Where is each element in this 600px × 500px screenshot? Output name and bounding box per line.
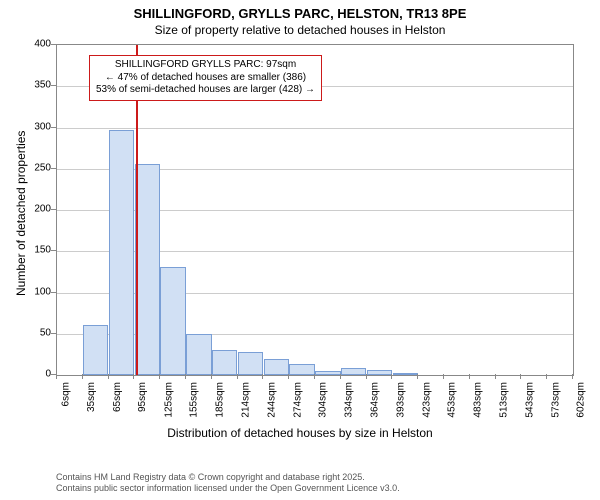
x-tick-label: 483sqm bbox=[473, 382, 484, 418]
x-tick-label: 573sqm bbox=[550, 382, 561, 418]
y-tick bbox=[51, 85, 56, 86]
footer-line-1: Contains HM Land Registry data © Crown c… bbox=[56, 472, 400, 483]
x-tick-label: 393sqm bbox=[395, 382, 406, 418]
x-tick bbox=[314, 374, 315, 379]
x-tick-label: 185sqm bbox=[215, 382, 226, 418]
x-tick bbox=[133, 374, 134, 379]
x-tick-label: 364sqm bbox=[370, 382, 381, 418]
x-tick bbox=[520, 374, 521, 379]
histogram-bar bbox=[238, 352, 263, 375]
x-tick-label: 6sqm bbox=[60, 382, 71, 406]
y-tick bbox=[51, 168, 56, 169]
histogram-bar bbox=[289, 364, 314, 375]
footer-line-2: Contains public sector information licen… bbox=[56, 483, 400, 494]
x-tick bbox=[417, 374, 418, 379]
histogram-bar bbox=[264, 359, 289, 376]
gridline bbox=[57, 128, 573, 129]
x-tick bbox=[56, 374, 57, 379]
y-tick-label: 100 bbox=[21, 286, 51, 297]
y-tick bbox=[51, 333, 56, 334]
x-tick bbox=[469, 374, 470, 379]
histogram-bar bbox=[393, 373, 418, 375]
x-tick-label: 453sqm bbox=[447, 382, 458, 418]
x-tick bbox=[237, 374, 238, 379]
x-tick-label: 423sqm bbox=[421, 382, 432, 418]
x-tick bbox=[82, 374, 83, 379]
y-tick bbox=[51, 209, 56, 210]
x-tick bbox=[391, 374, 392, 379]
x-tick bbox=[211, 374, 212, 379]
x-tick-label: 334sqm bbox=[344, 382, 355, 418]
x-tick-label: 65sqm bbox=[112, 382, 123, 412]
x-tick-label: 155sqm bbox=[189, 382, 200, 418]
x-tick bbox=[495, 374, 496, 379]
plot-area: SHILLINGFORD GRYLLS PARC: 97sqm ← 47% of… bbox=[56, 44, 574, 376]
y-tick-label: 400 bbox=[21, 39, 51, 50]
histogram-bar bbox=[135, 164, 160, 375]
x-tick-label: 274sqm bbox=[292, 382, 303, 418]
y-tick-label: 350 bbox=[21, 80, 51, 91]
annotation-box: SHILLINGFORD GRYLLS PARC: 97sqm ← 47% of… bbox=[89, 55, 322, 101]
histogram-bar bbox=[315, 371, 340, 375]
footer: Contains HM Land Registry data © Crown c… bbox=[56, 472, 400, 495]
y-tick-label: 300 bbox=[21, 121, 51, 132]
histogram-bar bbox=[367, 370, 392, 375]
y-tick-label: 0 bbox=[21, 369, 51, 380]
histogram-bar bbox=[160, 267, 185, 375]
histogram-bar bbox=[186, 334, 211, 375]
y-tick-label: 250 bbox=[21, 162, 51, 173]
histogram-bar bbox=[109, 130, 134, 375]
x-tick-label: 244sqm bbox=[266, 382, 277, 418]
y-tick bbox=[51, 44, 56, 45]
histogram-bar bbox=[83, 325, 108, 375]
x-tick bbox=[572, 374, 573, 379]
x-tick bbox=[262, 374, 263, 379]
x-tick bbox=[159, 374, 160, 379]
annotation-line-1: SHILLINGFORD GRYLLS PARC: 97sqm bbox=[96, 59, 315, 72]
y-tick-label: 200 bbox=[21, 204, 51, 215]
y-tick-label: 150 bbox=[21, 245, 51, 256]
y-tick bbox=[51, 127, 56, 128]
chart-subtitle: Size of property relative to detached ho… bbox=[0, 23, 600, 39]
x-tick-label: 513sqm bbox=[499, 382, 510, 418]
annotation-line-3: 53% of semi-detached houses are larger (… bbox=[96, 84, 315, 97]
x-tick-label: 35sqm bbox=[86, 382, 97, 412]
x-tick bbox=[366, 374, 367, 379]
x-tick bbox=[443, 374, 444, 379]
x-tick bbox=[340, 374, 341, 379]
x-tick bbox=[546, 374, 547, 379]
x-tick bbox=[288, 374, 289, 379]
x-axis-label: Distribution of detached houses by size … bbox=[0, 426, 600, 440]
y-tick-label: 50 bbox=[21, 327, 51, 338]
x-tick bbox=[185, 374, 186, 379]
x-tick-label: 125sqm bbox=[163, 382, 174, 418]
x-tick-label: 304sqm bbox=[318, 382, 329, 418]
y-tick bbox=[51, 250, 56, 251]
histogram-bar bbox=[212, 350, 237, 375]
x-tick-label: 214sqm bbox=[241, 382, 252, 418]
x-tick bbox=[108, 374, 109, 379]
x-tick-label: 543sqm bbox=[524, 382, 535, 418]
chart-title: SHILLINGFORD, GRYLLS PARC, HELSTON, TR13… bbox=[0, 0, 600, 23]
chart-container: SHILLINGFORD, GRYLLS PARC, HELSTON, TR13… bbox=[0, 0, 600, 500]
annotation-line-2: ← 47% of detached houses are smaller (38… bbox=[96, 72, 315, 85]
histogram-bar bbox=[341, 368, 366, 375]
x-tick-label: 602sqm bbox=[576, 382, 587, 418]
x-tick-label: 95sqm bbox=[137, 382, 148, 412]
y-tick bbox=[51, 292, 56, 293]
